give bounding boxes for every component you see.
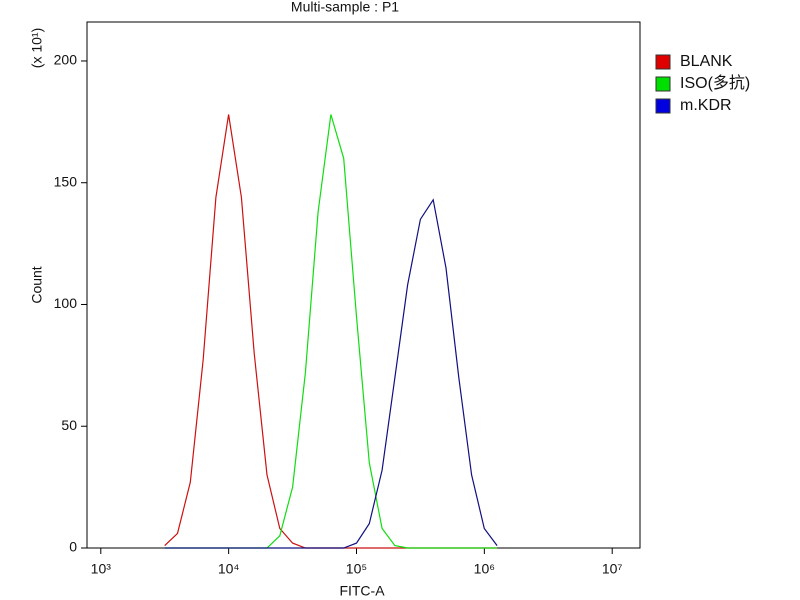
legend-label: ISO(多抗) xyxy=(680,74,750,92)
legend-label: m.KDR xyxy=(680,97,732,114)
legend-label: BLANK xyxy=(680,53,733,70)
x-tick-label: 10⁶ xyxy=(474,561,495,577)
histogram-line xyxy=(164,114,498,549)
x-tick-label: 10³ xyxy=(91,561,112,577)
y-tick-label: 200 xyxy=(54,52,78,68)
y-tick-label: 0 xyxy=(69,539,77,555)
y-multiplier: (x 10¹) xyxy=(29,28,45,68)
x-tick-label: 10⁵ xyxy=(346,561,367,577)
plot-frame xyxy=(86,21,641,549)
chart-title: Multi-sample : P1 xyxy=(291,0,399,15)
x-tick-label: 10⁴ xyxy=(218,561,240,577)
histogram-line xyxy=(164,114,498,549)
legend-swatch xyxy=(655,76,671,92)
y-tick-label: 150 xyxy=(54,173,78,189)
y-tick-label: 100 xyxy=(54,295,78,311)
legend-swatch xyxy=(655,98,671,114)
histogram-line xyxy=(164,198,498,549)
legend-swatch xyxy=(655,54,671,70)
y-axis-label: Count xyxy=(29,266,45,303)
y-tick-label: 50 xyxy=(61,417,77,433)
x-tick-label: 10⁷ xyxy=(602,561,623,577)
x-axis-label: FITC-A xyxy=(339,583,385,599)
